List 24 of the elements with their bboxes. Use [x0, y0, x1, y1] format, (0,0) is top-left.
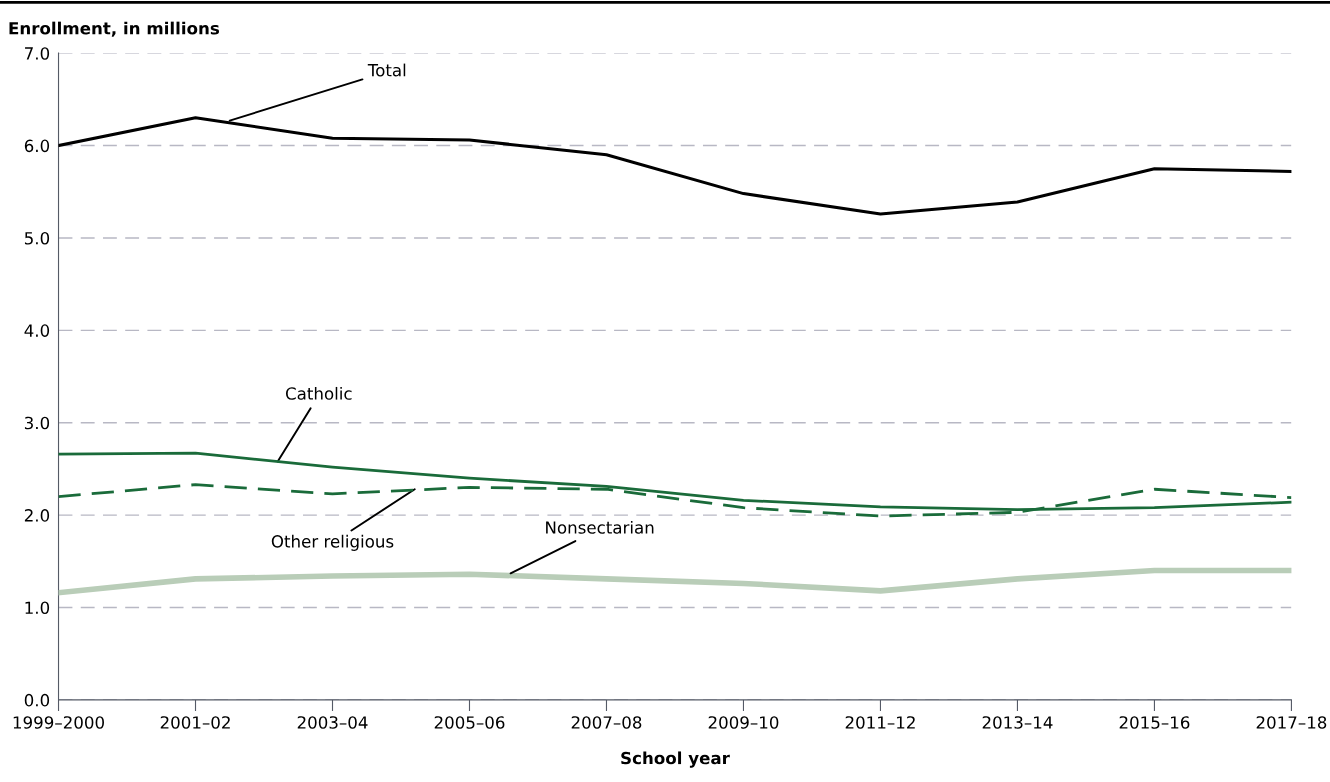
y-tick-label: 7.0	[25, 47, 50, 60]
y-tick-label: 4.0	[24, 324, 50, 337]
y-tick-label: 6.0	[24, 139, 50, 153]
x-tick-label: 2003–04	[297, 716, 368, 729]
x-axis-title: School year	[621, 751, 730, 768]
x-tick-label: 2005–06	[434, 716, 505, 729]
y-axis-title: Enrollment, in millions	[9, 21, 220, 37]
y-tick-label: 0.0	[24, 693, 50, 707]
y-tick-label: 2.0	[24, 509, 50, 522]
x-tick-label: 2001–02	[160, 716, 230, 729]
x-tick-label: 1999–2000	[13, 716, 104, 729]
y-tick-label: 1.0	[25, 601, 50, 615]
y-tick-label: 3.0	[24, 416, 50, 430]
x-tick-label: 2009–10	[708, 716, 779, 729]
x-tick-label: 2015–16	[1119, 716, 1190, 729]
y-tick-label: 5.0	[24, 231, 50, 245]
text: Total	[367, 63, 406, 77]
x-tick-label: 2013–14	[982, 716, 1053, 729]
x-tick-label: 2017–18	[1256, 716, 1327, 729]
x-tick-label: 2007–08	[571, 716, 642, 729]
text: Nonsectarian	[546, 520, 654, 534]
x-tick-label: 2011–12	[845, 716, 915, 729]
text: Other religious	[271, 534, 394, 551]
text: Catholic	[285, 386, 352, 400]
